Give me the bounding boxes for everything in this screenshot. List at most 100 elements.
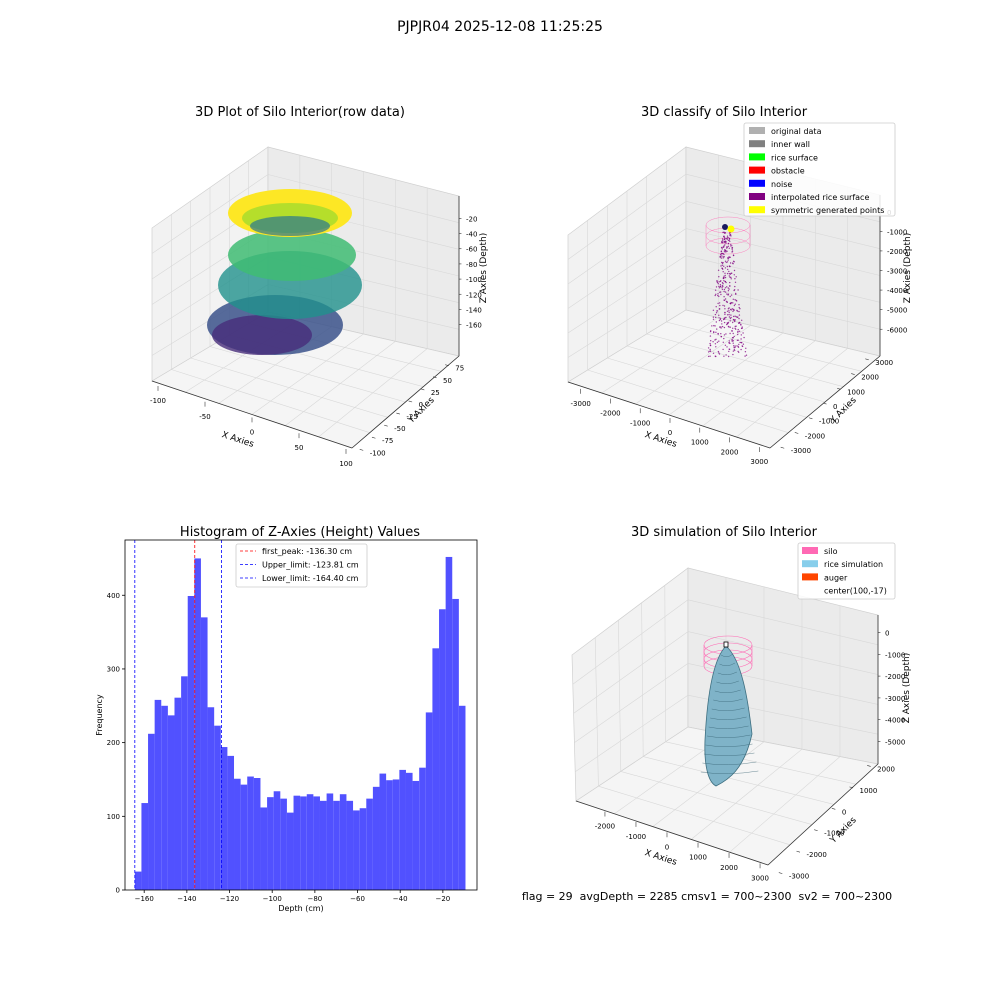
classify-point (721, 288, 724, 291)
grid-line (573, 631, 689, 714)
legend-swatch (802, 573, 818, 581)
hist-bar (419, 767, 426, 890)
hist-x-label: Depth (cm) (278, 904, 323, 913)
grid-line (574, 663, 689, 743)
classify-point (727, 245, 730, 247)
legend-swatch (749, 206, 765, 214)
classify-point (714, 313, 717, 316)
raw-x-tick-label: 100 (339, 460, 352, 468)
sim-x-tick-label: 3000 (751, 874, 769, 882)
classify-point (729, 285, 731, 287)
classify-point (739, 322, 741, 324)
classify-point (724, 241, 726, 243)
classify-point (735, 325, 737, 327)
classify-point (722, 283, 724, 285)
classify-point (728, 316, 731, 318)
hist-bar (458, 705, 466, 890)
classify-point (713, 325, 715, 327)
hist-bar (154, 699, 162, 890)
hist-bar (260, 807, 268, 890)
hist-bar (379, 773, 387, 890)
classify-point (734, 281, 737, 283)
raw-z-tick-label: -80 (466, 261, 477, 269)
classify-point (733, 269, 736, 272)
classify-point (721, 246, 723, 248)
classify-point (739, 341, 741, 344)
grid-line (572, 599, 689, 685)
classify-point (724, 287, 727, 289)
classify-point (724, 311, 726, 314)
classify-point (726, 310, 729, 312)
classify-point (712, 309, 715, 311)
legend-swatch (749, 166, 765, 174)
classify-point (737, 316, 739, 318)
sim-y-tick (849, 786, 854, 789)
hist-bar (445, 556, 453, 890)
hist-bar (432, 648, 440, 890)
classify-point (722, 285, 724, 288)
hist-bar (293, 795, 301, 890)
classify-y-tick-label: -2000 (805, 432, 825, 440)
classify-point (734, 320, 736, 323)
grid-line (687, 631, 879, 675)
hist-bar (207, 707, 215, 890)
classify-point (738, 330, 741, 332)
classify-point (723, 253, 725, 256)
classify-point (743, 336, 745, 339)
classify-point (724, 276, 727, 279)
sim-auger-marker (723, 641, 729, 648)
classify-point (723, 246, 725, 248)
classify-point (726, 247, 728, 249)
hist-bar (234, 778, 241, 890)
classify-point (735, 316, 737, 318)
classify-point (729, 317, 732, 320)
sim-mesh-line (710, 716, 747, 720)
classify-point (738, 304, 740, 306)
classify-point (716, 341, 719, 343)
raw-y-tick-label: 75 (455, 365, 464, 373)
classify-y-ticks: 3000 2000 1000 0 -1000 -2000 -3000 (780, 358, 893, 455)
classify-point (731, 330, 733, 332)
classify-point (732, 254, 735, 256)
classify-point (733, 289, 736, 291)
classify-point (714, 355, 716, 357)
classify-point (711, 325, 713, 327)
legend-swatch (749, 179, 765, 187)
raw-x-tick-label: 0 (250, 429, 254, 437)
classify-point (731, 248, 733, 250)
classify-point (726, 314, 729, 316)
classify-point (727, 242, 730, 245)
classify-point (727, 290, 730, 292)
classify-z-tick-label: -4000 (887, 287, 907, 295)
raw-y-tick-label: -25 (406, 413, 417, 421)
classify-point (724, 280, 726, 283)
classify-point (736, 309, 738, 312)
classify-point (729, 265, 731, 268)
grid-line (641, 602, 644, 757)
classify-point (730, 314, 732, 316)
classify-point (718, 295, 720, 298)
sim-z-tick-label: -3000 (885, 695, 905, 703)
classify-point (712, 316, 715, 318)
classify-point (715, 316, 717, 319)
legend-label: rice surface (771, 153, 818, 162)
sim-grid (572, 577, 879, 853)
classify-point (733, 274, 735, 276)
classify-point (725, 333, 727, 335)
classify-center-yellow (727, 225, 735, 233)
hist-bars (134, 556, 466, 890)
classify-point (737, 328, 739, 331)
classify-point (715, 321, 717, 323)
classify-point (716, 328, 718, 330)
grid-line (618, 620, 622, 772)
hist-y-tick-label: 200 (107, 739, 120, 747)
classify-y-tick-label: 3000 (875, 359, 893, 367)
classify-point (720, 336, 722, 338)
hist-x-tick-label: −60 (350, 895, 365, 903)
grid-line (664, 585, 666, 742)
raw-z-tick-label: -100 (466, 276, 482, 284)
classify-point (730, 245, 732, 247)
classify-point (725, 281, 727, 284)
